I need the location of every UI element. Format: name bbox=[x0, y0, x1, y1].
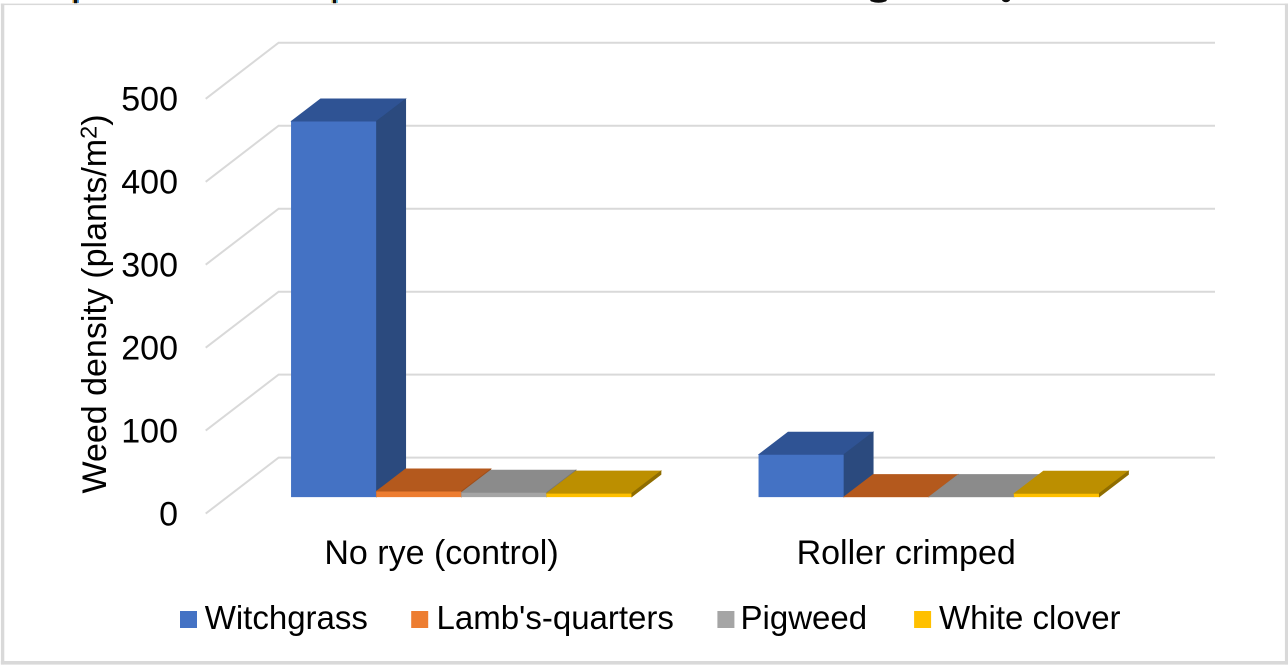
svg-text:0: 0 bbox=[159, 496, 178, 534]
svg-text:200: 200 bbox=[121, 330, 178, 368]
svg-text:Pigweed: Pigweed bbox=[741, 599, 868, 636]
svg-text:Roller crimped: Roller crimped bbox=[797, 534, 1016, 572]
svg-text:Lamb's-quarters: Lamb's-quarters bbox=[437, 599, 674, 636]
svg-text:No rye (control): No rye (control) bbox=[324, 534, 558, 572]
svg-text:300: 300 bbox=[121, 247, 178, 285]
svg-text:Weed density (plants/m2): Weed density (plants/m2) bbox=[76, 114, 115, 493]
svg-text:100: 100 bbox=[121, 413, 178, 451]
svg-text:500: 500 bbox=[121, 81, 178, 119]
svg-text:400: 400 bbox=[121, 164, 178, 202]
svg-text:White clover: White clover bbox=[939, 599, 1121, 636]
svg-text:Witchgrass: Witchgrass bbox=[205, 599, 368, 636]
